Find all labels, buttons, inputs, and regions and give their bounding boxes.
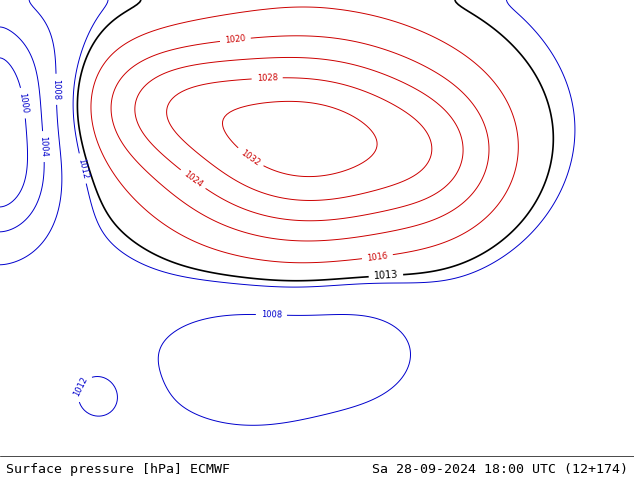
Text: 1008: 1008 [51, 79, 61, 100]
Text: 1032: 1032 [239, 148, 261, 168]
Text: 1028: 1028 [256, 73, 278, 83]
Text: Sa 28-09-2024 18:00 UTC (12+174): Sa 28-09-2024 18:00 UTC (12+174) [372, 463, 628, 476]
Text: Surface pressure [hPa] ECMWF: Surface pressure [hPa] ECMWF [6, 463, 230, 476]
Text: 1008: 1008 [261, 310, 282, 319]
Text: 1020: 1020 [224, 34, 246, 45]
Text: 1024: 1024 [182, 170, 204, 189]
Text: 1013: 1013 [373, 270, 398, 281]
Text: 1012: 1012 [76, 157, 89, 180]
Text: 1012: 1012 [72, 376, 89, 398]
Text: 1000: 1000 [18, 92, 30, 114]
Text: 1004: 1004 [39, 136, 49, 157]
Text: 1016: 1016 [366, 251, 389, 263]
